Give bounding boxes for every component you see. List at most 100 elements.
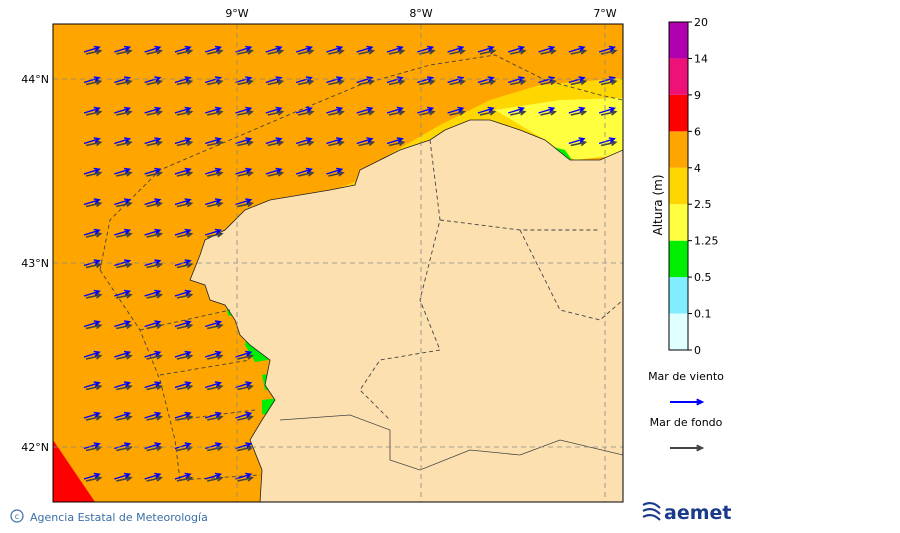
river: [279, 414, 623, 471]
boundary: [359, 139, 623, 421]
wind-arrow: [507, 76, 526, 84]
wind-arrow: [83, 472, 101, 480]
logo: aemet: [664, 502, 731, 524]
wind-arrow: [235, 76, 253, 84]
wind-arrow: [174, 76, 192, 84]
legend-arrow: [670, 444, 705, 452]
colorbar-bin: [669, 94, 688, 132]
wind-arrow: [83, 411, 101, 419]
wind-arrow: [114, 76, 132, 84]
wind-arrow: [538, 45, 556, 53]
colorbar-bin: [669, 204, 688, 241]
wind-arrow: [447, 45, 465, 53]
wind-arrow: [114, 167, 132, 175]
wind-arrow: [204, 137, 223, 145]
wind-arrow: [265, 45, 283, 53]
wind-arrow: [174, 137, 192, 145]
wind-arrow: [83, 198, 101, 206]
wind-arrow: [83, 320, 101, 328]
wind-arrow: [83, 350, 101, 358]
colorbar-bin: [669, 313, 688, 350]
wind-arrow: [295, 137, 313, 145]
wind-arrow: [204, 198, 223, 206]
wind-arrow: [417, 106, 435, 114]
wind-arrow: [174, 289, 192, 297]
wind-arrow: [144, 350, 162, 358]
colorbar-tick-label: 20: [694, 16, 708, 29]
wind-arrow: [174, 411, 192, 419]
lat-label: 42°N: [21, 441, 49, 454]
colorbar-bin: [669, 58, 688, 95]
wind-arrow: [174, 167, 192, 175]
wind-arrow: [114, 45, 132, 53]
wind-arrow: [204, 228, 223, 236]
wind-arrow: [144, 411, 162, 419]
wind-arrow: [326, 45, 344, 53]
wind-arrow: [174, 472, 192, 480]
wind-arrow: [83, 137, 101, 145]
colorbar-bin: [669, 277, 688, 314]
wind-arrow: [144, 442, 162, 450]
wind-arrow: [174, 228, 192, 236]
wind-arrow: [235, 45, 253, 53]
lat-label: 44°N: [21, 73, 49, 86]
legend: Mar de viento Mar de fondo: [648, 370, 724, 452]
wind-arrow: [598, 45, 616, 53]
legend-label: Mar de fondo: [650, 416, 723, 429]
map-frame: [52, 23, 624, 503]
wind-arrow: [144, 289, 162, 297]
wind-arrow: [477, 106, 495, 114]
colorbar-tick-label: 0.5: [694, 271, 712, 284]
wind-arrow: [144, 198, 162, 206]
wind-arrow: [326, 137, 344, 145]
wind-arrow: [204, 350, 223, 358]
wind-arrow: [174, 350, 192, 358]
zone-light: [495, 98, 623, 160]
wind-arrow: [114, 289, 132, 297]
wind-arrow: [114, 320, 132, 328]
wind-arrow: [386, 45, 404, 53]
wind-arrow: [598, 137, 616, 145]
wind-arrow: [598, 106, 616, 114]
wind-arrow: [356, 76, 374, 84]
wind-arrow: [447, 106, 465, 114]
boundary: [99, 269, 261, 481]
wind-arrow: [83, 106, 101, 114]
wind-arrow: [417, 45, 435, 53]
wind-arrow: [144, 167, 162, 175]
colorbar-bin: [669, 22, 688, 59]
wind-arrow: [235, 381, 253, 389]
wind-arrow: [83, 381, 101, 389]
wind-arrow: [114, 228, 132, 236]
wind-arrow: [356, 137, 374, 145]
wind-arrow: [507, 106, 526, 114]
wind-arrow: [204, 381, 223, 389]
wind-arrow: [417, 76, 435, 84]
wind-arrow: [538, 106, 556, 114]
wind-arrow: [477, 76, 495, 84]
wind-arrow: [598, 76, 616, 84]
wind-arrow: [265, 167, 283, 175]
wind-arrow: [83, 76, 101, 84]
wind-arrow: [235, 472, 253, 480]
wind-arrow: [235, 137, 253, 145]
wind-arrow: [83, 442, 101, 450]
wind-arrow: [204, 320, 223, 328]
wind-arrow: [356, 45, 374, 53]
colorbar: 0 0.1 0.5 1.25 2.5 4 6 9 14 20: [668, 16, 719, 357]
logo-icon: [642, 502, 661, 521]
wind-arrow: [326, 76, 344, 84]
wind-arrow: [204, 45, 223, 53]
wind-arrow: [386, 76, 404, 84]
colorbar-bin: [669, 131, 688, 168]
legend-label: Mar de viento: [648, 370, 724, 383]
wind-arrow: [114, 350, 132, 358]
wind-arrow: [265, 76, 283, 84]
wind-arrow: [144, 106, 162, 114]
arrow-field: [83, 45, 618, 482]
colorbar-tick-label: 14: [694, 52, 708, 65]
colorbar-tick-label: 1.25: [694, 235, 719, 248]
wind-arrow: [235, 411, 253, 419]
wind-arrow: [83, 45, 101, 53]
